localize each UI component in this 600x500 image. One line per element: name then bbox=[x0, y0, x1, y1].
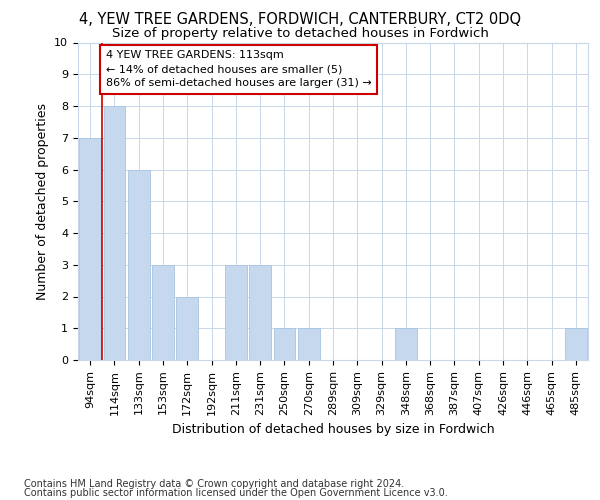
Text: 4, YEW TREE GARDENS, FORDWICH, CANTERBURY, CT2 0DQ: 4, YEW TREE GARDENS, FORDWICH, CANTERBUR… bbox=[79, 12, 521, 28]
Text: Contains HM Land Registry data © Crown copyright and database right 2024.: Contains HM Land Registry data © Crown c… bbox=[24, 479, 404, 489]
Bar bbox=[565, 328, 587, 360]
Bar bbox=[249, 265, 271, 360]
Bar bbox=[152, 265, 174, 360]
Bar bbox=[104, 106, 125, 360]
Bar bbox=[274, 328, 295, 360]
Bar bbox=[395, 328, 417, 360]
Bar bbox=[298, 328, 320, 360]
Bar bbox=[79, 138, 101, 360]
Text: Contains public sector information licensed under the Open Government Licence v3: Contains public sector information licen… bbox=[24, 488, 448, 498]
Text: Size of property relative to detached houses in Fordwich: Size of property relative to detached ho… bbox=[112, 28, 488, 40]
Text: 4 YEW TREE GARDENS: 113sqm
← 14% of detached houses are smaller (5)
86% of semi-: 4 YEW TREE GARDENS: 113sqm ← 14% of deta… bbox=[106, 50, 371, 88]
Bar bbox=[128, 170, 149, 360]
Bar bbox=[176, 296, 198, 360]
Y-axis label: Number of detached properties: Number of detached properties bbox=[36, 103, 49, 300]
X-axis label: Distribution of detached houses by size in Fordwich: Distribution of detached houses by size … bbox=[172, 423, 494, 436]
Bar bbox=[225, 265, 247, 360]
